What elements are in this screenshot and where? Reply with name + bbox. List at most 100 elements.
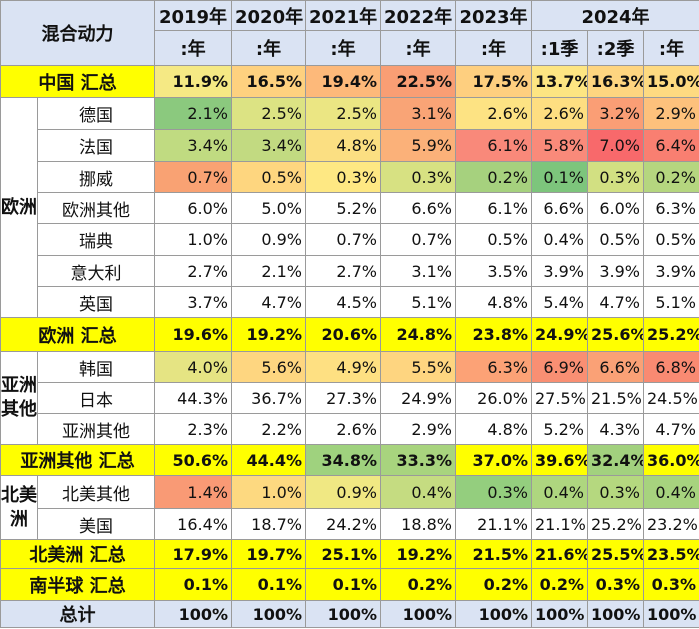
period-header: :1季 [531,30,588,66]
country-label: 北美其他 [37,475,155,509]
value-cell: 5.1% [380,286,456,318]
header-period-row: :年:年:年:年:年:1季:2季:年 [1,30,699,66]
value-cell: 21.1% [455,508,532,540]
subtotal-row: 亚洲其他 汇总 50.6% 44.4% 34.8% 33.3% 37.0% 39.6% 32.… [0,444,699,476]
table-row: 亚洲其他 2.3% 2.2% 2.6% 2.9% 4.8% 5.2% 4.3% 4.7% [1,413,699,445]
value-cell: 2.9% [642,97,699,130]
value-cell: 37.0% [455,444,532,476]
value-cell: 16.5% [231,65,306,98]
value-cell: 6.4% [642,129,699,162]
value-cell: 44.4% [231,444,306,476]
value-cell: 5.6% [231,351,306,383]
value-cell: 5.1% [642,286,699,318]
value-cell: 19.6% [154,317,232,352]
value-cell: 25.6% [587,317,644,352]
value-cell: 0.1% [231,568,306,601]
value-cell: 16.4% [154,508,232,540]
grand-total-label: 总计 [0,600,155,628]
value-cell: 3.9% [531,255,588,287]
value-cell: 5.0% [231,192,306,224]
value-cell: 100% [154,600,232,628]
value-cell: 25.5% [587,539,644,569]
value-cell: 24.5% [642,382,699,414]
value-cell: 11.9% [154,65,232,98]
value-cell: 0.7% [305,223,381,256]
value-cell: 7.0% [587,129,644,162]
value-cell: 0.1% [305,568,381,601]
subtotal-label: 亚洲其他 汇总 [0,444,155,476]
value-cell: 0.7% [154,161,232,193]
value-cell: 6.8% [642,351,699,383]
value-cell: 2.9% [380,413,456,445]
value-cell: 3.7% [154,286,232,318]
value-cell: 6.3% [642,192,699,224]
value-cell: 3.2% [587,97,644,130]
value-cell: 21.6% [531,539,588,569]
value-cell: 6.1% [455,129,532,162]
country-label: 德国 [37,97,155,130]
value-cell: 36.7% [231,382,306,414]
value-cell: 1.4% [154,475,232,509]
value-cell: 21.1% [531,508,588,540]
table-corner-label: 混合动力 [0,0,155,66]
country-label: 意大利 [37,255,155,287]
grand-total-row: 总计 100% 100% 100% 100% 100% 100% 100% 100% [0,600,699,628]
value-cell: 2.2% [231,413,306,445]
value-cell: 5.5% [380,351,456,383]
value-cell: 0.2% [531,568,588,601]
country-label: 欧洲其他 [37,192,155,224]
value-cell: 100% [531,600,588,628]
value-cell: 100% [642,600,699,628]
table-row: 意大利 2.7% 2.1% 2.7% 3.1% 3.5% 3.9% 3.9% 3.9% [1,255,699,287]
year-header: 2024年 [530,0,699,31]
value-cell: 4.3% [587,413,644,445]
subtotal-row: 中国 汇总 11.9% 16.5% 19.4% 22.5% 17.5% 13.7% 16.3%… [0,65,699,98]
value-cell: 0.5% [455,223,532,256]
table-row: 美国 16.4% 18.7% 24.2% 18.8% 21.1% 21.1% 25.2% 23.… [1,508,699,540]
subtotal-label: 中国 汇总 [0,65,155,98]
value-cell: 0.4% [642,475,699,509]
value-cell: 6.3% [455,351,532,383]
value-cell: 26.0% [455,382,532,414]
value-cell: 4.9% [305,351,381,383]
country-label: 挪威 [37,161,155,193]
table-row: 欧洲其他 6.0% 5.0% 5.2% 6.6% 6.1% 6.6% 6.0% 6.3% [1,192,699,224]
period-header: :年 [455,30,532,66]
value-cell: 0.3% [587,161,644,193]
value-cell: 21.5% [587,382,644,414]
country-label: 法国 [37,129,155,162]
region-label: 欧洲 [0,97,38,318]
value-cell: 20.6% [305,317,381,352]
value-cell: 5.4% [531,286,588,318]
country-label: 韩国 [37,351,155,383]
value-cell: 27.3% [305,382,381,414]
period-header: :年 [380,30,456,66]
value-cell: 4.0% [154,351,232,383]
value-cell: 0.9% [305,475,381,509]
table-row: 英国 3.7% 4.7% 4.5% 5.1% 4.8% 5.4% 4.7% 5.1% [1,286,699,318]
value-cell: 24.9% [380,382,456,414]
country-label: 瑞典 [37,223,155,256]
value-cell: 27.5% [531,382,588,414]
value-cell: 1.0% [231,475,306,509]
value-cell: 3.4% [231,129,306,162]
value-cell: 4.8% [455,286,532,318]
value-cell: 1.0% [154,223,232,256]
year-header: 2023年 [455,0,532,31]
value-cell: 0.5% [231,161,306,193]
year-header: 2020年 [231,0,306,31]
table-row: 法国 3.4% 3.4% 4.8% 5.9% 6.1% 5.8% 7.0% 6.4% [1,129,699,162]
value-cell: 19.2% [380,539,456,569]
value-cell: 34.8% [305,444,381,476]
value-cell: 6.6% [587,351,644,383]
value-cell: 4.7% [642,413,699,445]
table-row: 瑞典 1.0% 0.9% 0.7% 0.7% 0.5% 0.4% 0.5% 0.5% [1,223,699,256]
value-cell: 0.3% [587,475,644,509]
value-cell: 6.9% [531,351,588,383]
value-cell: 2.5% [305,97,381,130]
value-cell: 39.6% [531,444,588,476]
value-cell: 6.0% [587,192,644,224]
country-label: 英国 [37,286,155,318]
value-cell: 24.8% [380,317,456,352]
